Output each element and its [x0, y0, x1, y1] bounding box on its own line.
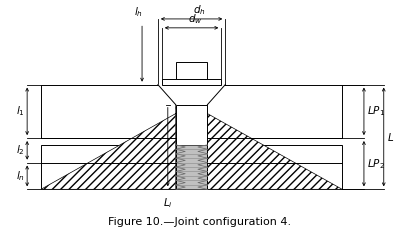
Bar — [41, 85, 342, 138]
Bar — [176, 145, 207, 189]
Text: $l_2$: $l_2$ — [16, 144, 25, 157]
Text: $L$: $L$ — [387, 131, 394, 143]
Text: $l_h$: $l_h$ — [134, 5, 142, 19]
Polygon shape — [192, 105, 342, 189]
Text: $l_1$: $l_1$ — [16, 104, 25, 118]
Bar — [41, 145, 342, 189]
Text: $d_w$: $d_w$ — [188, 12, 203, 26]
Text: Figure 10.—Joint configuration 4.: Figure 10.—Joint configuration 4. — [108, 217, 291, 227]
Bar — [176, 62, 207, 79]
Text: $d_h$: $d_h$ — [193, 3, 206, 17]
Text: $LP_2$: $LP_2$ — [367, 157, 385, 171]
Polygon shape — [41, 105, 192, 189]
Bar — [176, 85, 207, 105]
Text: $L_i$: $L_i$ — [163, 196, 173, 210]
Polygon shape — [158, 85, 225, 105]
Text: $LP_1$: $LP_1$ — [367, 104, 385, 118]
Text: $l_n$: $l_n$ — [16, 169, 25, 183]
Bar — [162, 79, 221, 85]
Bar — [176, 105, 207, 189]
